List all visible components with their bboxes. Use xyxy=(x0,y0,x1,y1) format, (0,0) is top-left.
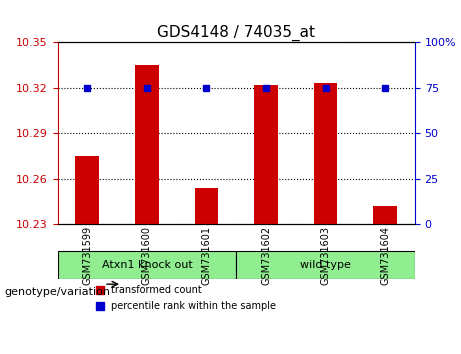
Text: Atxn1 knock out: Atxn1 knock out xyxy=(101,260,192,270)
Bar xyxy=(76,156,99,224)
Text: transformed count: transformed count xyxy=(111,285,202,295)
Title: GDS4148 / 74035_at: GDS4148 / 74035_at xyxy=(157,25,315,41)
Text: GSM731602: GSM731602 xyxy=(261,225,271,285)
Text: GSM731600: GSM731600 xyxy=(142,225,152,285)
Bar xyxy=(254,85,278,224)
Text: genotype/variation: genotype/variation xyxy=(5,287,111,297)
Text: GSM731604: GSM731604 xyxy=(380,225,390,285)
FancyBboxPatch shape xyxy=(236,251,415,279)
Bar xyxy=(135,65,159,224)
FancyBboxPatch shape xyxy=(58,251,236,279)
Text: percentile rank within the sample: percentile rank within the sample xyxy=(111,301,276,311)
Bar xyxy=(195,188,219,224)
Text: GSM731599: GSM731599 xyxy=(83,225,92,285)
Bar xyxy=(373,206,397,224)
Text: GSM731603: GSM731603 xyxy=(320,225,331,285)
Text: wild type: wild type xyxy=(300,260,351,270)
Bar xyxy=(313,83,337,224)
Text: GSM731601: GSM731601 xyxy=(201,225,212,285)
